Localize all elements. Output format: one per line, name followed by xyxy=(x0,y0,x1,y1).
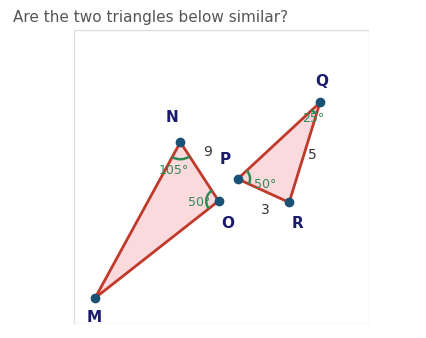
Text: 105°: 105° xyxy=(158,164,189,176)
Text: 3: 3 xyxy=(261,203,269,217)
Text: 25°: 25° xyxy=(302,112,325,125)
FancyBboxPatch shape xyxy=(75,30,368,324)
Text: O: O xyxy=(222,216,235,231)
Text: N: N xyxy=(165,110,178,124)
Polygon shape xyxy=(95,142,219,298)
Text: P: P xyxy=(219,152,230,167)
Text: M: M xyxy=(86,310,101,325)
Text: 50°: 50° xyxy=(254,178,276,191)
Text: R: R xyxy=(292,216,304,231)
Text: 50°: 50° xyxy=(188,196,210,209)
Text: Are the two triangles below similar?: Are the two triangles below similar? xyxy=(13,10,288,25)
Polygon shape xyxy=(238,102,320,202)
Text: Q: Q xyxy=(315,74,328,89)
Text: 5: 5 xyxy=(308,148,317,162)
Text: 9: 9 xyxy=(203,145,212,160)
